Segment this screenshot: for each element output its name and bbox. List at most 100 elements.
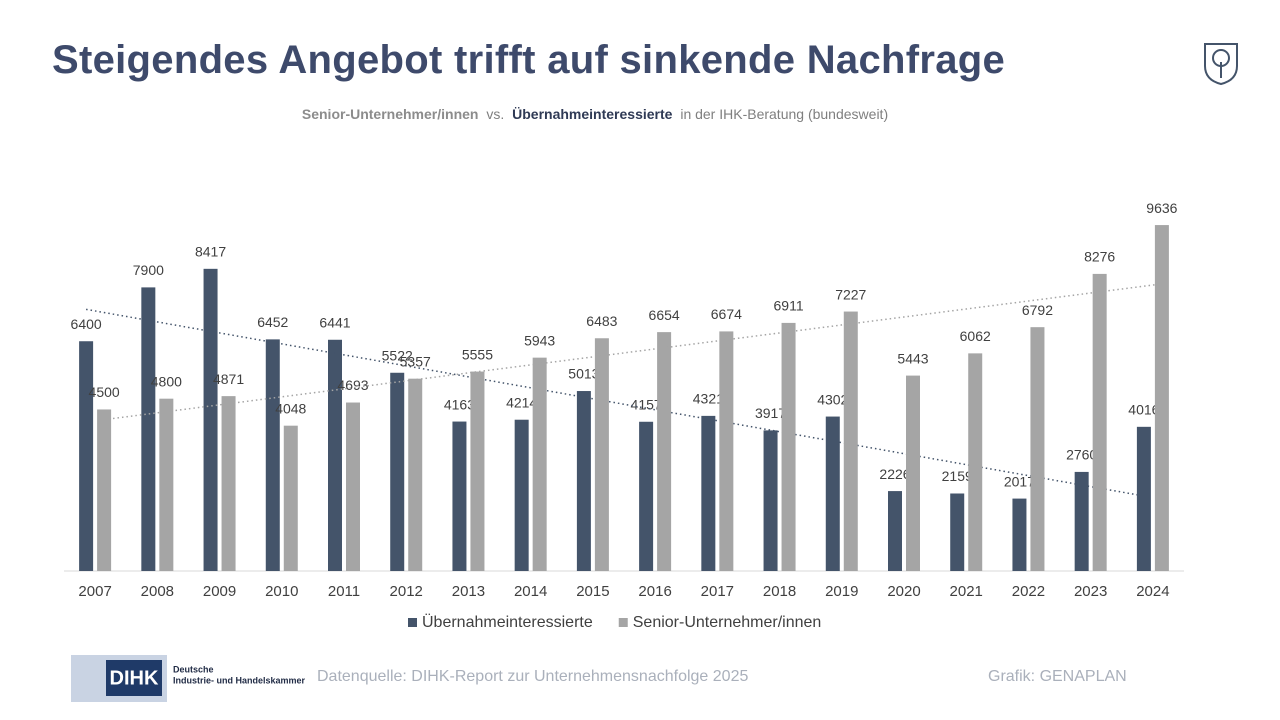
bar xyxy=(763,430,778,571)
x-tick-label: 2020 xyxy=(887,583,920,600)
data-label: 5357 xyxy=(400,353,431,369)
title: Steigendes Angebot trifft auf sinkende N… xyxy=(52,38,1006,82)
data-label: 6441 xyxy=(319,314,350,330)
data-label: 5943 xyxy=(524,332,555,348)
bar xyxy=(452,421,467,571)
bar xyxy=(283,425,298,571)
x-tick-label: 2013 xyxy=(452,583,485,600)
bar xyxy=(97,409,112,571)
subtitle-part: in der IHK-Beratung (bundesweit) xyxy=(680,106,889,122)
x-tick-label: 2015 xyxy=(576,583,609,600)
data-label: 4693 xyxy=(337,377,368,393)
data-label: 6654 xyxy=(649,307,680,323)
bar xyxy=(1012,498,1027,571)
bar xyxy=(657,332,672,571)
data-label: 4302 xyxy=(817,391,848,407)
x-tick-label: 2011 xyxy=(328,583,360,600)
subtitle-part: Übernahmeinteressierte xyxy=(512,106,673,122)
x-tick-label: 2023 xyxy=(1074,583,1107,600)
data-label: 6452 xyxy=(257,314,288,330)
x-tick-label: 2007 xyxy=(78,583,111,600)
data-label: 6400 xyxy=(71,316,102,332)
logo-text: Industrie- und Handelskammer xyxy=(173,675,306,685)
bar xyxy=(532,357,547,571)
data-label: 2760 xyxy=(1066,447,1097,463)
data-label: 3917 xyxy=(755,405,786,421)
bar xyxy=(470,371,485,571)
bar xyxy=(408,378,423,571)
data-label: 5013 xyxy=(568,366,599,382)
bar xyxy=(1136,426,1151,571)
data-label: 5522 xyxy=(382,347,413,363)
bar xyxy=(968,353,983,571)
legend-label: Senior-Unternehmer/innen xyxy=(633,614,822,631)
data-label: 4800 xyxy=(151,373,182,389)
data-label: 4321 xyxy=(693,391,724,407)
bar xyxy=(888,491,902,571)
data-label: 7900 xyxy=(133,262,164,278)
bar xyxy=(701,415,716,571)
legend-swatch xyxy=(408,618,417,627)
data-label: 4157 xyxy=(631,396,662,412)
x-tick-label: 2010 xyxy=(265,583,298,600)
bar xyxy=(1092,273,1107,571)
x-tick-label: 2022 xyxy=(1012,583,1045,600)
bar xyxy=(594,338,609,571)
bar xyxy=(719,331,734,571)
data-label: 2159 xyxy=(942,468,973,484)
bar xyxy=(1030,327,1045,571)
data-label: 6674 xyxy=(711,306,742,322)
x-tick-label: 2024 xyxy=(1136,583,1169,600)
data-label: 4214 xyxy=(506,394,537,410)
data-label: 4871 xyxy=(213,371,244,387)
bar xyxy=(79,341,94,571)
bar xyxy=(141,287,156,571)
x-tick-label: 2009 xyxy=(203,583,236,600)
data-label: 5443 xyxy=(897,350,928,366)
data-label: 8276 xyxy=(1084,249,1115,265)
bar xyxy=(950,493,965,571)
x-tick-label: 2008 xyxy=(141,583,174,600)
bar xyxy=(203,268,218,571)
data-label: 7227 xyxy=(835,286,866,302)
logo-abbr: DIHK xyxy=(110,667,159,689)
logo-box xyxy=(106,660,162,696)
bar xyxy=(639,421,654,571)
data-label: 6483 xyxy=(586,313,617,329)
data-label: 6062 xyxy=(960,328,991,344)
credit: Grafik: GENAPLAN xyxy=(988,668,1127,685)
bar xyxy=(159,398,174,571)
bar xyxy=(781,322,796,571)
data-label: 4016 xyxy=(1128,402,1159,418)
bar xyxy=(906,375,920,571)
x-tick-label: 2019 xyxy=(825,583,858,600)
data-label: 2017 xyxy=(1004,473,1035,489)
source: Datenquelle: DIHK-Report zur Unternehmen… xyxy=(317,668,749,685)
x-tick-label: 2021 xyxy=(950,583,983,600)
legend-swatch xyxy=(618,618,628,627)
data-label: 5555 xyxy=(462,346,493,362)
x-tick-label: 2017 xyxy=(701,583,734,600)
x-tick-label: 2018 xyxy=(763,583,796,600)
data-label: 4048 xyxy=(275,400,306,416)
bar xyxy=(346,402,360,571)
data-label: 8417 xyxy=(195,244,226,260)
bar xyxy=(843,311,858,571)
bar xyxy=(390,372,405,571)
bar xyxy=(265,339,280,571)
x-tick-label: 2012 xyxy=(390,583,423,600)
subtitle: Senior-Unternehmer/innen vs. Übernahmein… xyxy=(0,106,1190,122)
data-label: 4500 xyxy=(89,384,120,400)
bar xyxy=(221,396,236,571)
bar xyxy=(1074,471,1089,571)
bar xyxy=(576,391,591,571)
x-tick-label: 2016 xyxy=(638,583,671,600)
logo-text: Deutsche xyxy=(173,664,214,674)
logo-icon xyxy=(1204,43,1238,86)
data-label: 6911 xyxy=(774,298,804,314)
data-label: 2226 xyxy=(879,466,910,482)
subtitle-part: Senior-Unternehmer/innen xyxy=(301,106,479,122)
data-label: 9636 xyxy=(1146,200,1177,216)
